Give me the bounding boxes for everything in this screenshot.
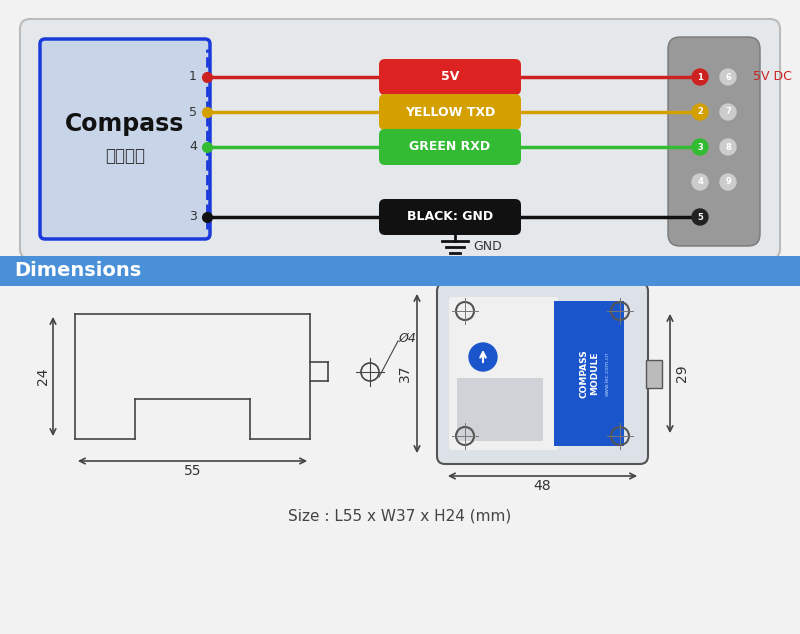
FancyBboxPatch shape <box>379 59 521 95</box>
Text: 37: 37 <box>398 365 412 382</box>
Text: 1: 1 <box>189 70 197 84</box>
Text: COMPASS
MODULE: COMPASS MODULE <box>579 349 599 398</box>
Bar <box>457 378 542 441</box>
Bar <box>646 360 662 388</box>
Text: BLACK: GND: BLACK: GND <box>407 210 493 224</box>
Text: GREEN RXD: GREEN RXD <box>410 141 490 153</box>
Text: Size : L55 x W37 x H24 (mm): Size : L55 x W37 x H24 (mm) <box>288 508 512 524</box>
Bar <box>554 301 625 446</box>
Text: 48: 48 <box>534 479 551 493</box>
Text: 7: 7 <box>725 108 731 117</box>
Circle shape <box>720 139 736 155</box>
Circle shape <box>692 209 708 225</box>
Circle shape <box>692 104 708 120</box>
Bar <box>0 256 800 286</box>
FancyBboxPatch shape <box>20 19 780 259</box>
FancyBboxPatch shape <box>379 199 521 235</box>
Text: 电子罗盘: 电子罗盘 <box>105 147 145 165</box>
Text: 24: 24 <box>36 368 50 385</box>
Text: 5: 5 <box>189 105 197 119</box>
FancyBboxPatch shape <box>437 283 648 464</box>
Text: 3: 3 <box>189 210 197 224</box>
Circle shape <box>692 174 708 190</box>
Text: www.lec.com.cn: www.lec.com.cn <box>604 351 610 396</box>
Text: 4: 4 <box>697 178 703 186</box>
Text: 3: 3 <box>697 143 703 152</box>
Circle shape <box>720 174 736 190</box>
FancyBboxPatch shape <box>449 297 558 450</box>
Text: 29: 29 <box>675 365 689 382</box>
Text: Ø4: Ø4 <box>398 332 416 344</box>
Circle shape <box>692 139 708 155</box>
Text: 5V: 5V <box>441 70 459 84</box>
Text: 8: 8 <box>725 143 731 152</box>
Text: 1: 1 <box>697 72 703 82</box>
Text: YELLOW TXD: YELLOW TXD <box>405 105 495 119</box>
Circle shape <box>720 104 736 120</box>
Text: Dimensions: Dimensions <box>14 261 142 280</box>
FancyBboxPatch shape <box>379 94 521 130</box>
Text: 55: 55 <box>184 464 202 478</box>
Text: 6: 6 <box>725 72 731 82</box>
FancyBboxPatch shape <box>40 39 210 239</box>
FancyBboxPatch shape <box>379 129 521 165</box>
Text: 4: 4 <box>189 141 197 153</box>
Text: Compass: Compass <box>66 112 185 136</box>
FancyBboxPatch shape <box>668 37 760 246</box>
Text: 5V DC: 5V DC <box>753 70 792 84</box>
Text: 9: 9 <box>725 178 731 186</box>
Text: 2: 2 <box>697 108 703 117</box>
Text: 5: 5 <box>697 212 703 221</box>
Circle shape <box>720 69 736 85</box>
Circle shape <box>469 343 497 371</box>
Circle shape <box>692 69 708 85</box>
Text: GND: GND <box>473 240 502 254</box>
